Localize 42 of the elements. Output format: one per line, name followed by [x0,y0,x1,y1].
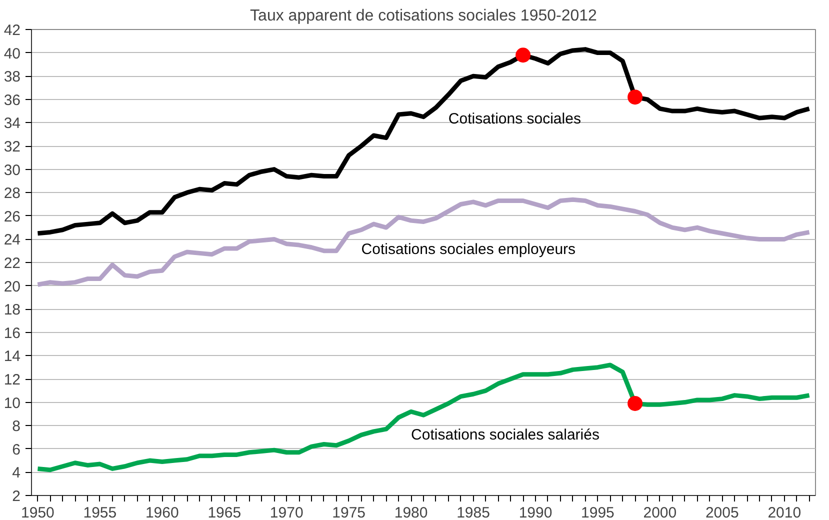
x-tick-label: 1950 [21,504,54,520]
point [628,396,643,411]
line-series [35,197,812,287]
y-tick-label: 20 [4,278,21,296]
y-tick-label: 6 [12,441,20,458]
y-tick-label: 28 [4,185,21,202]
chart-title: Taux apparent de cotisations sociales 1950-2012 [250,8,598,24]
y-tick-label: 18 [4,302,21,319]
y-tick-label: 32 [4,138,21,156]
y-tick-label: 36 [4,92,21,109]
y-tick-label: 30 [4,162,21,179]
y-tick-label: 42 [4,22,21,39]
x-tick-label: 1995 [581,504,614,520]
point [516,48,531,63]
y-tick-label: 40 [4,45,21,62]
y-tick-label: 24 [4,232,21,249]
x-tick-label: 1985 [456,504,490,520]
y-tick-label: 4 [12,464,20,482]
y-tick-label: 34 [4,115,21,132]
point [628,90,643,105]
y-tick-label: 8 [12,418,20,436]
series-label: Cotisations sociales [448,110,581,128]
y-tick-label: 10 [4,394,21,412]
x-tick-label: 1990 [518,504,552,520]
x-tick-label: 1975 [332,504,366,520]
x-tick-label: 1955 [83,504,117,520]
x-tick-label: 1980 [394,504,428,520]
x-tick-label: 2005 [705,504,739,520]
y-tick-label: 26 [4,208,21,226]
y-tick-label: 16 [4,324,21,342]
y-tick-label: 2 [12,488,20,505]
x-tick-label: 2010 [768,504,802,520]
y-tick-label: 38 [4,68,21,86]
series-label: Cotisations sociales employeurs [361,241,576,258]
y-tick-label: 22 [4,255,21,272]
x-tick-label: 1965 [208,504,242,520]
series-label: Cotisations sociales salariés [411,426,600,444]
x-tick-label: 2000 [643,504,677,520]
x-tick-label: 1970 [270,504,304,520]
x-tick-label: 1960 [145,504,179,520]
y-tick-label: 12 [4,372,21,388]
y-tick-label: 14 [4,348,21,366]
